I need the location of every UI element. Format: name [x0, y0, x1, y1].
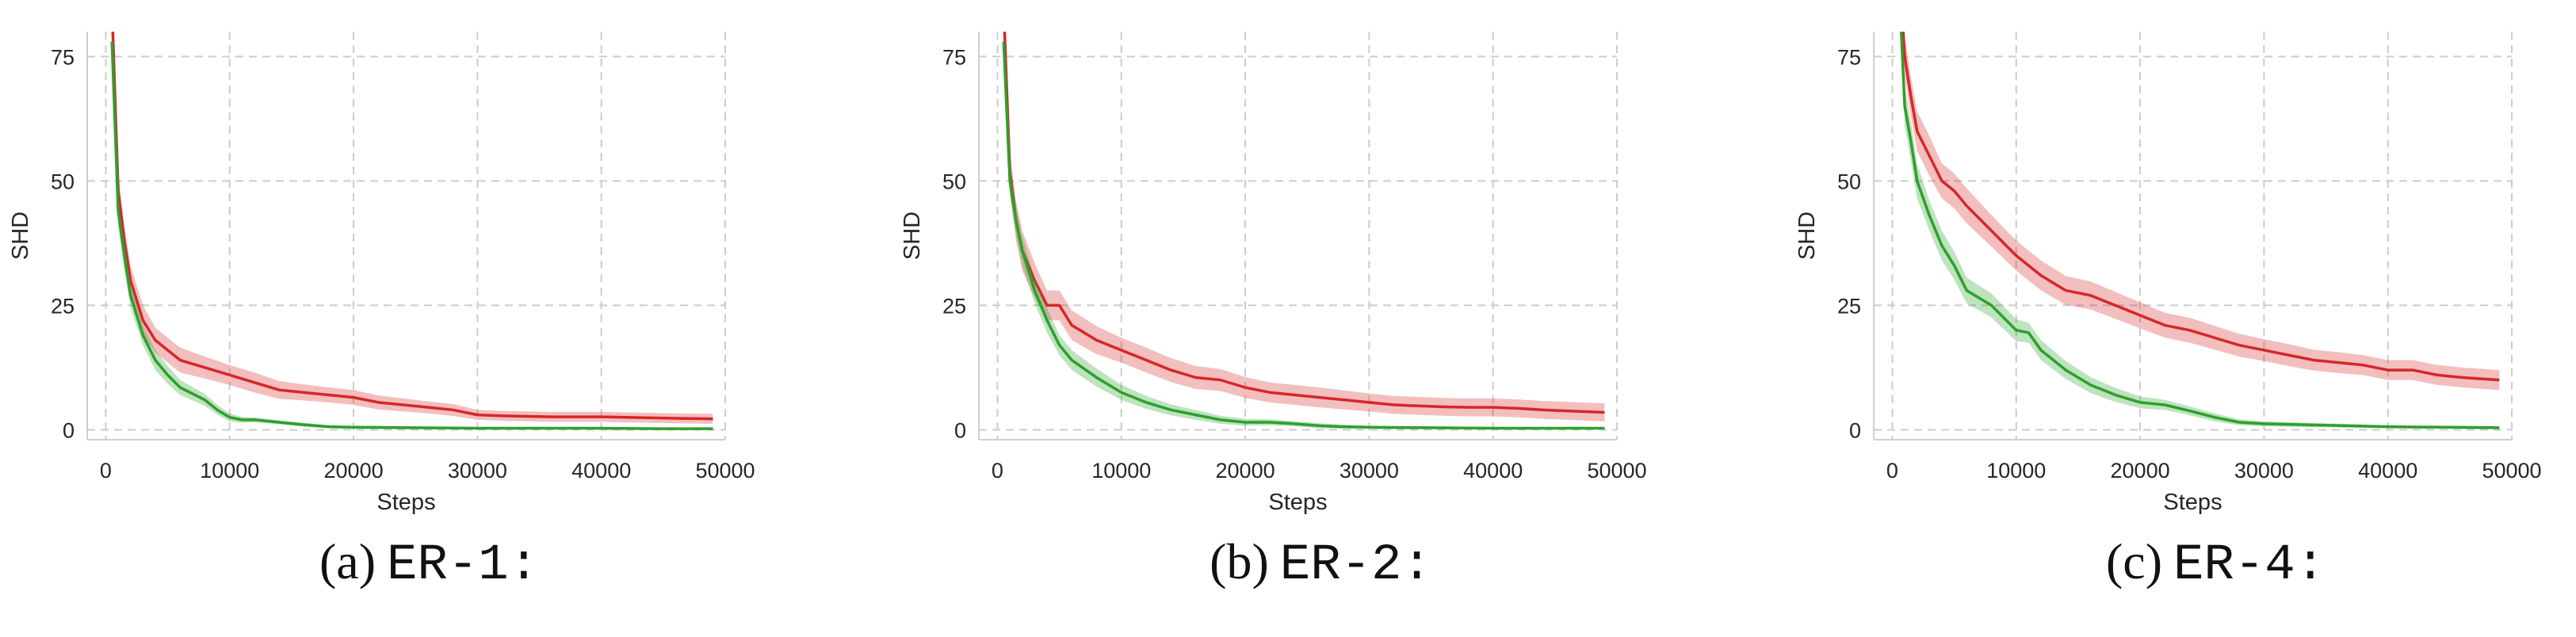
chart-er-4: 0 10000 20000 30000 40000 50000 0 25 50 75 Steps SH… [1794, 32, 2542, 515]
plot-area [1899, 32, 2500, 429]
y-tick-label: 0 [954, 418, 966, 442]
y-axis-label: SHD [900, 212, 925, 260]
series-band-0 [1004, 32, 1605, 421]
caption-name: ER-2: [1279, 537, 1432, 594]
grid [1874, 32, 2513, 440]
series-band-0 [113, 32, 713, 424]
x-tick-label: 40000 [1463, 459, 1523, 483]
chart-er-1: 0 10000 20000 30000 40000 50000 0 25 50 75 Steps SH… [8, 32, 755, 515]
panel-er-1: 0 10000 20000 30000 40000 50000 0 25 50 75 Steps SH… [0, 0, 858, 637]
chart-er-2: 0 10000 20000 30000 40000 50000 0 25 50 75 Steps SH… [900, 32, 1647, 515]
x-axis-label: Steps [376, 490, 435, 515]
caption-name: ER-4: [2173, 537, 2326, 594]
x-tick-label: 0 [1886, 459, 1898, 483]
y-axis-label: SHD [1794, 212, 1820, 260]
caption-label: (a) [319, 533, 376, 589]
x-tick-label: 50000 [695, 459, 755, 483]
series-line-1 [1002, 41, 1605, 430]
panel-er-2: 0 10000 20000 30000 40000 50000 0 25 50 75 Steps SH… [892, 0, 1750, 637]
caption-er-4: (c) ER-4: [1787, 532, 2576, 594]
y-tick-label: 75 [1837, 45, 1861, 69]
x-axis-label: Steps [2163, 490, 2222, 515]
series-line-0 [111, 32, 713, 421]
series-line-1 [110, 41, 713, 430]
caption-er-1: (a) ER-1: [0, 532, 858, 594]
x-tick-label: 40000 [2358, 459, 2417, 483]
x-tick-label: 10000 [1986, 459, 2046, 483]
x-tick-label: 40000 [571, 459, 631, 483]
grid [87, 32, 726, 440]
x-tick-label: 20000 [1216, 459, 1275, 483]
grid [979, 32, 1618, 440]
x-tick-label: 50000 [2482, 459, 2541, 483]
x-axis-label: Steps [1268, 490, 1327, 515]
x-tick-label: 30000 [448, 459, 507, 483]
y-tick-label: 50 [942, 170, 966, 193]
y-tick-label: 0 [1849, 418, 1861, 442]
x-tick-label: 30000 [2234, 459, 2294, 483]
y-tick-label: 50 [1837, 170, 1861, 193]
series-line-0 [1003, 32, 1605, 414]
x-tick-label: 50000 [1587, 459, 1646, 483]
caption-label: (c) [2105, 533, 2162, 589]
x-tick-label: 0 [992, 459, 1003, 483]
y-tick-label: 75 [51, 45, 75, 69]
series-line-0 [1901, 32, 2500, 382]
caption-label: (b) [1210, 533, 1269, 589]
plot-area [1002, 32, 1605, 430]
y-tick-label: 25 [942, 294, 966, 318]
series-line-1 [1899, 32, 2500, 429]
caption-name: ER-1: [387, 537, 540, 594]
x-tick-label: 30000 [1340, 459, 1399, 483]
plot-area [110, 32, 713, 430]
panel-er-4: 0 10000 20000 30000 40000 50000 0 25 50 75 Steps SH… [1787, 0, 2576, 637]
series-band-0 [1902, 32, 2500, 391]
x-tick-label: 0 [100, 459, 112, 483]
x-tick-label: 10000 [1091, 459, 1151, 483]
y-tick-label: 25 [1837, 294, 1861, 318]
caption-er-2: (b) ER-2: [892, 532, 1750, 594]
y-tick-label: 75 [942, 45, 966, 69]
y-tick-label: 50 [51, 170, 75, 193]
x-tick-label: 10000 [200, 459, 259, 483]
x-tick-label: 20000 [2111, 459, 2170, 483]
y-axis-label: SHD [8, 212, 33, 260]
series-band-1 [1003, 36, 1605, 429]
x-tick-label: 20000 [324, 459, 384, 483]
y-tick-label: 0 [63, 418, 75, 442]
y-tick-label: 25 [51, 294, 75, 318]
